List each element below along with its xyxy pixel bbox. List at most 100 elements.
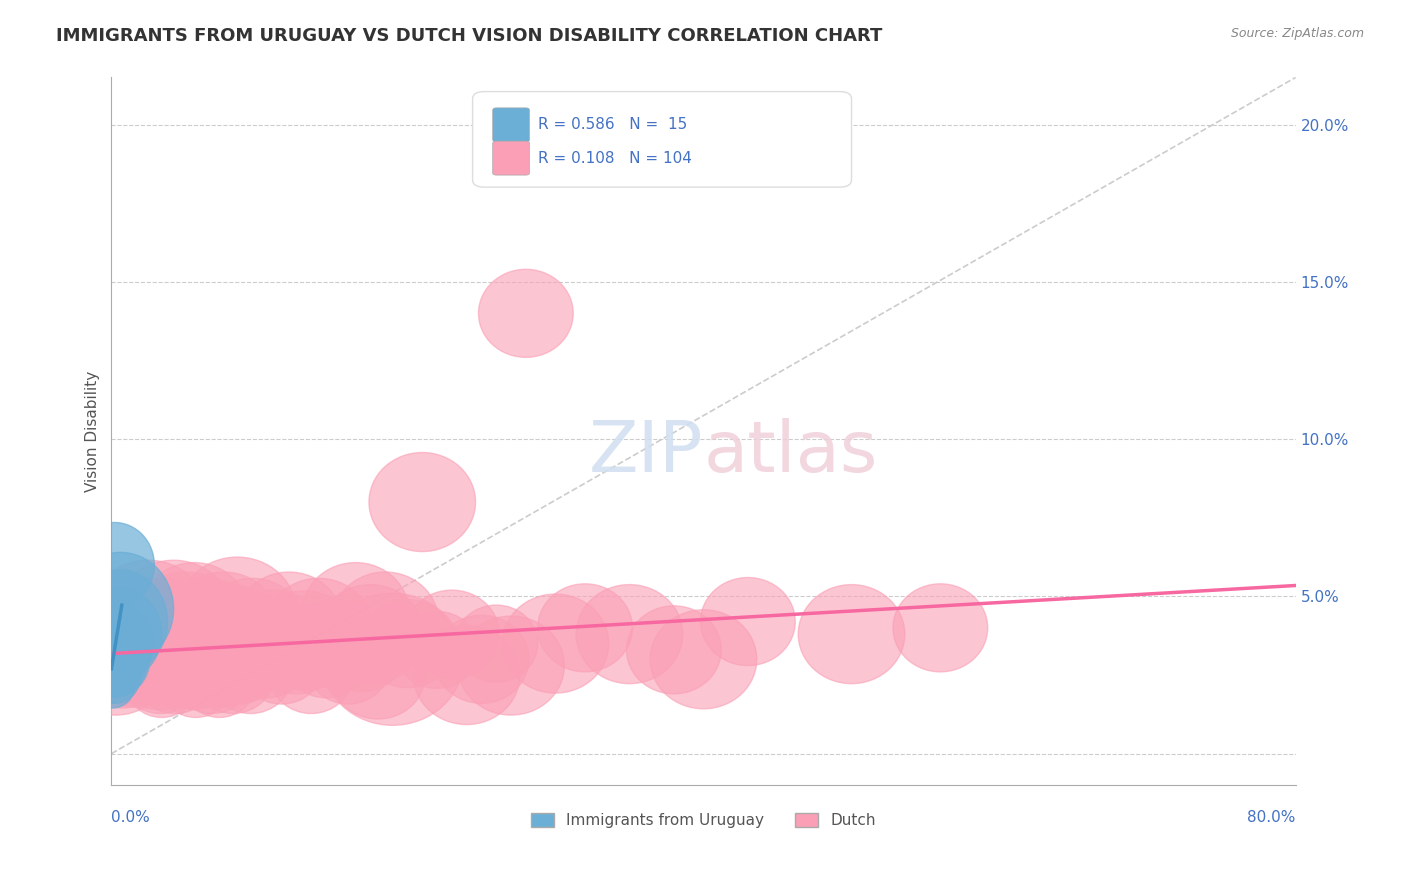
Ellipse shape: [129, 609, 224, 697]
Ellipse shape: [132, 572, 239, 671]
Ellipse shape: [153, 578, 260, 677]
Ellipse shape: [86, 640, 139, 697]
Ellipse shape: [332, 572, 439, 671]
Ellipse shape: [75, 523, 155, 607]
Text: ZIP: ZIP: [589, 418, 703, 487]
Ellipse shape: [799, 584, 905, 683]
Ellipse shape: [114, 560, 233, 670]
Text: Source: ZipAtlas.com: Source: ZipAtlas.com: [1230, 27, 1364, 40]
Ellipse shape: [302, 563, 409, 662]
Text: atlas: atlas: [703, 418, 877, 487]
Ellipse shape: [87, 647, 141, 703]
Ellipse shape: [537, 583, 633, 672]
Ellipse shape: [127, 651, 197, 717]
Ellipse shape: [73, 606, 167, 694]
Ellipse shape: [89, 560, 208, 670]
Ellipse shape: [111, 622, 207, 710]
Ellipse shape: [77, 621, 160, 698]
Ellipse shape: [627, 606, 721, 694]
Ellipse shape: [77, 615, 149, 690]
Y-axis label: Vision Disability: Vision Disability: [86, 371, 100, 491]
Ellipse shape: [181, 630, 264, 707]
Ellipse shape: [413, 625, 520, 724]
Ellipse shape: [285, 599, 381, 688]
Ellipse shape: [170, 572, 277, 671]
Ellipse shape: [70, 599, 165, 688]
Ellipse shape: [330, 631, 425, 719]
Ellipse shape: [160, 606, 254, 694]
Ellipse shape: [156, 621, 239, 698]
Ellipse shape: [124, 618, 218, 706]
Ellipse shape: [307, 627, 389, 704]
Ellipse shape: [650, 610, 756, 709]
Ellipse shape: [138, 627, 221, 704]
FancyBboxPatch shape: [492, 141, 530, 175]
Ellipse shape: [207, 606, 301, 694]
Ellipse shape: [225, 621, 308, 698]
Ellipse shape: [434, 615, 529, 703]
Text: R = 0.586   N =  15: R = 0.586 N = 15: [537, 118, 688, 132]
Ellipse shape: [134, 637, 217, 714]
Ellipse shape: [73, 601, 153, 686]
Ellipse shape: [80, 624, 163, 701]
Ellipse shape: [270, 637, 353, 714]
Ellipse shape: [82, 606, 177, 694]
Ellipse shape: [250, 591, 357, 690]
Text: R = 0.108   N = 104: R = 0.108 N = 104: [537, 151, 692, 166]
Ellipse shape: [145, 621, 228, 698]
Ellipse shape: [142, 591, 238, 678]
Ellipse shape: [110, 578, 217, 677]
Ellipse shape: [62, 616, 169, 715]
Ellipse shape: [117, 591, 212, 678]
Ellipse shape: [156, 591, 263, 690]
Ellipse shape: [125, 591, 232, 690]
Ellipse shape: [284, 621, 367, 698]
Ellipse shape: [322, 593, 464, 725]
Ellipse shape: [66, 615, 160, 703]
Ellipse shape: [240, 627, 323, 704]
Ellipse shape: [77, 612, 172, 700]
Ellipse shape: [153, 642, 224, 708]
Ellipse shape: [266, 578, 373, 677]
FancyBboxPatch shape: [472, 92, 852, 187]
Ellipse shape: [91, 599, 186, 688]
Ellipse shape: [73, 615, 156, 691]
Ellipse shape: [236, 572, 342, 671]
Ellipse shape: [184, 651, 254, 717]
Ellipse shape: [84, 627, 167, 704]
Ellipse shape: [700, 577, 796, 665]
Ellipse shape: [135, 599, 229, 688]
Ellipse shape: [120, 637, 201, 714]
Ellipse shape: [84, 607, 148, 673]
Ellipse shape: [87, 637, 141, 694]
Ellipse shape: [160, 651, 232, 717]
Ellipse shape: [94, 584, 200, 683]
Ellipse shape: [67, 552, 173, 665]
Ellipse shape: [70, 570, 167, 673]
Ellipse shape: [180, 606, 274, 694]
Ellipse shape: [79, 612, 150, 688]
Ellipse shape: [318, 584, 423, 683]
Ellipse shape: [576, 584, 683, 683]
Ellipse shape: [127, 611, 209, 689]
Legend: Immigrants from Uruguay, Dutch: Immigrants from Uruguay, Dutch: [526, 806, 882, 834]
Ellipse shape: [177, 584, 283, 683]
Ellipse shape: [368, 452, 475, 551]
Ellipse shape: [478, 269, 574, 358]
Ellipse shape: [94, 630, 177, 707]
Ellipse shape: [249, 606, 344, 694]
Ellipse shape: [502, 594, 609, 693]
Ellipse shape: [84, 630, 148, 696]
Ellipse shape: [204, 615, 285, 691]
Ellipse shape: [108, 621, 191, 698]
Ellipse shape: [87, 578, 194, 677]
Ellipse shape: [79, 622, 150, 697]
Ellipse shape: [87, 642, 159, 708]
FancyBboxPatch shape: [492, 108, 530, 142]
Ellipse shape: [194, 599, 290, 688]
Text: 80.0%: 80.0%: [1247, 810, 1295, 825]
Ellipse shape: [97, 609, 191, 697]
Ellipse shape: [120, 594, 225, 693]
Ellipse shape: [105, 597, 200, 684]
Ellipse shape: [198, 578, 305, 677]
